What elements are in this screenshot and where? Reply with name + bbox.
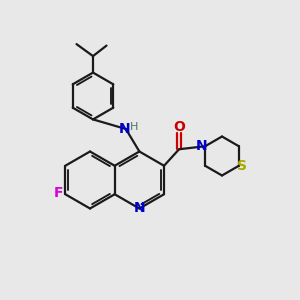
Text: F: F [54, 186, 64, 200]
Text: O: O [174, 120, 186, 134]
Text: N: N [196, 139, 207, 153]
Text: H: H [130, 122, 139, 133]
Text: N: N [118, 122, 130, 136]
Text: S: S [237, 159, 247, 173]
Text: N: N [134, 202, 145, 215]
